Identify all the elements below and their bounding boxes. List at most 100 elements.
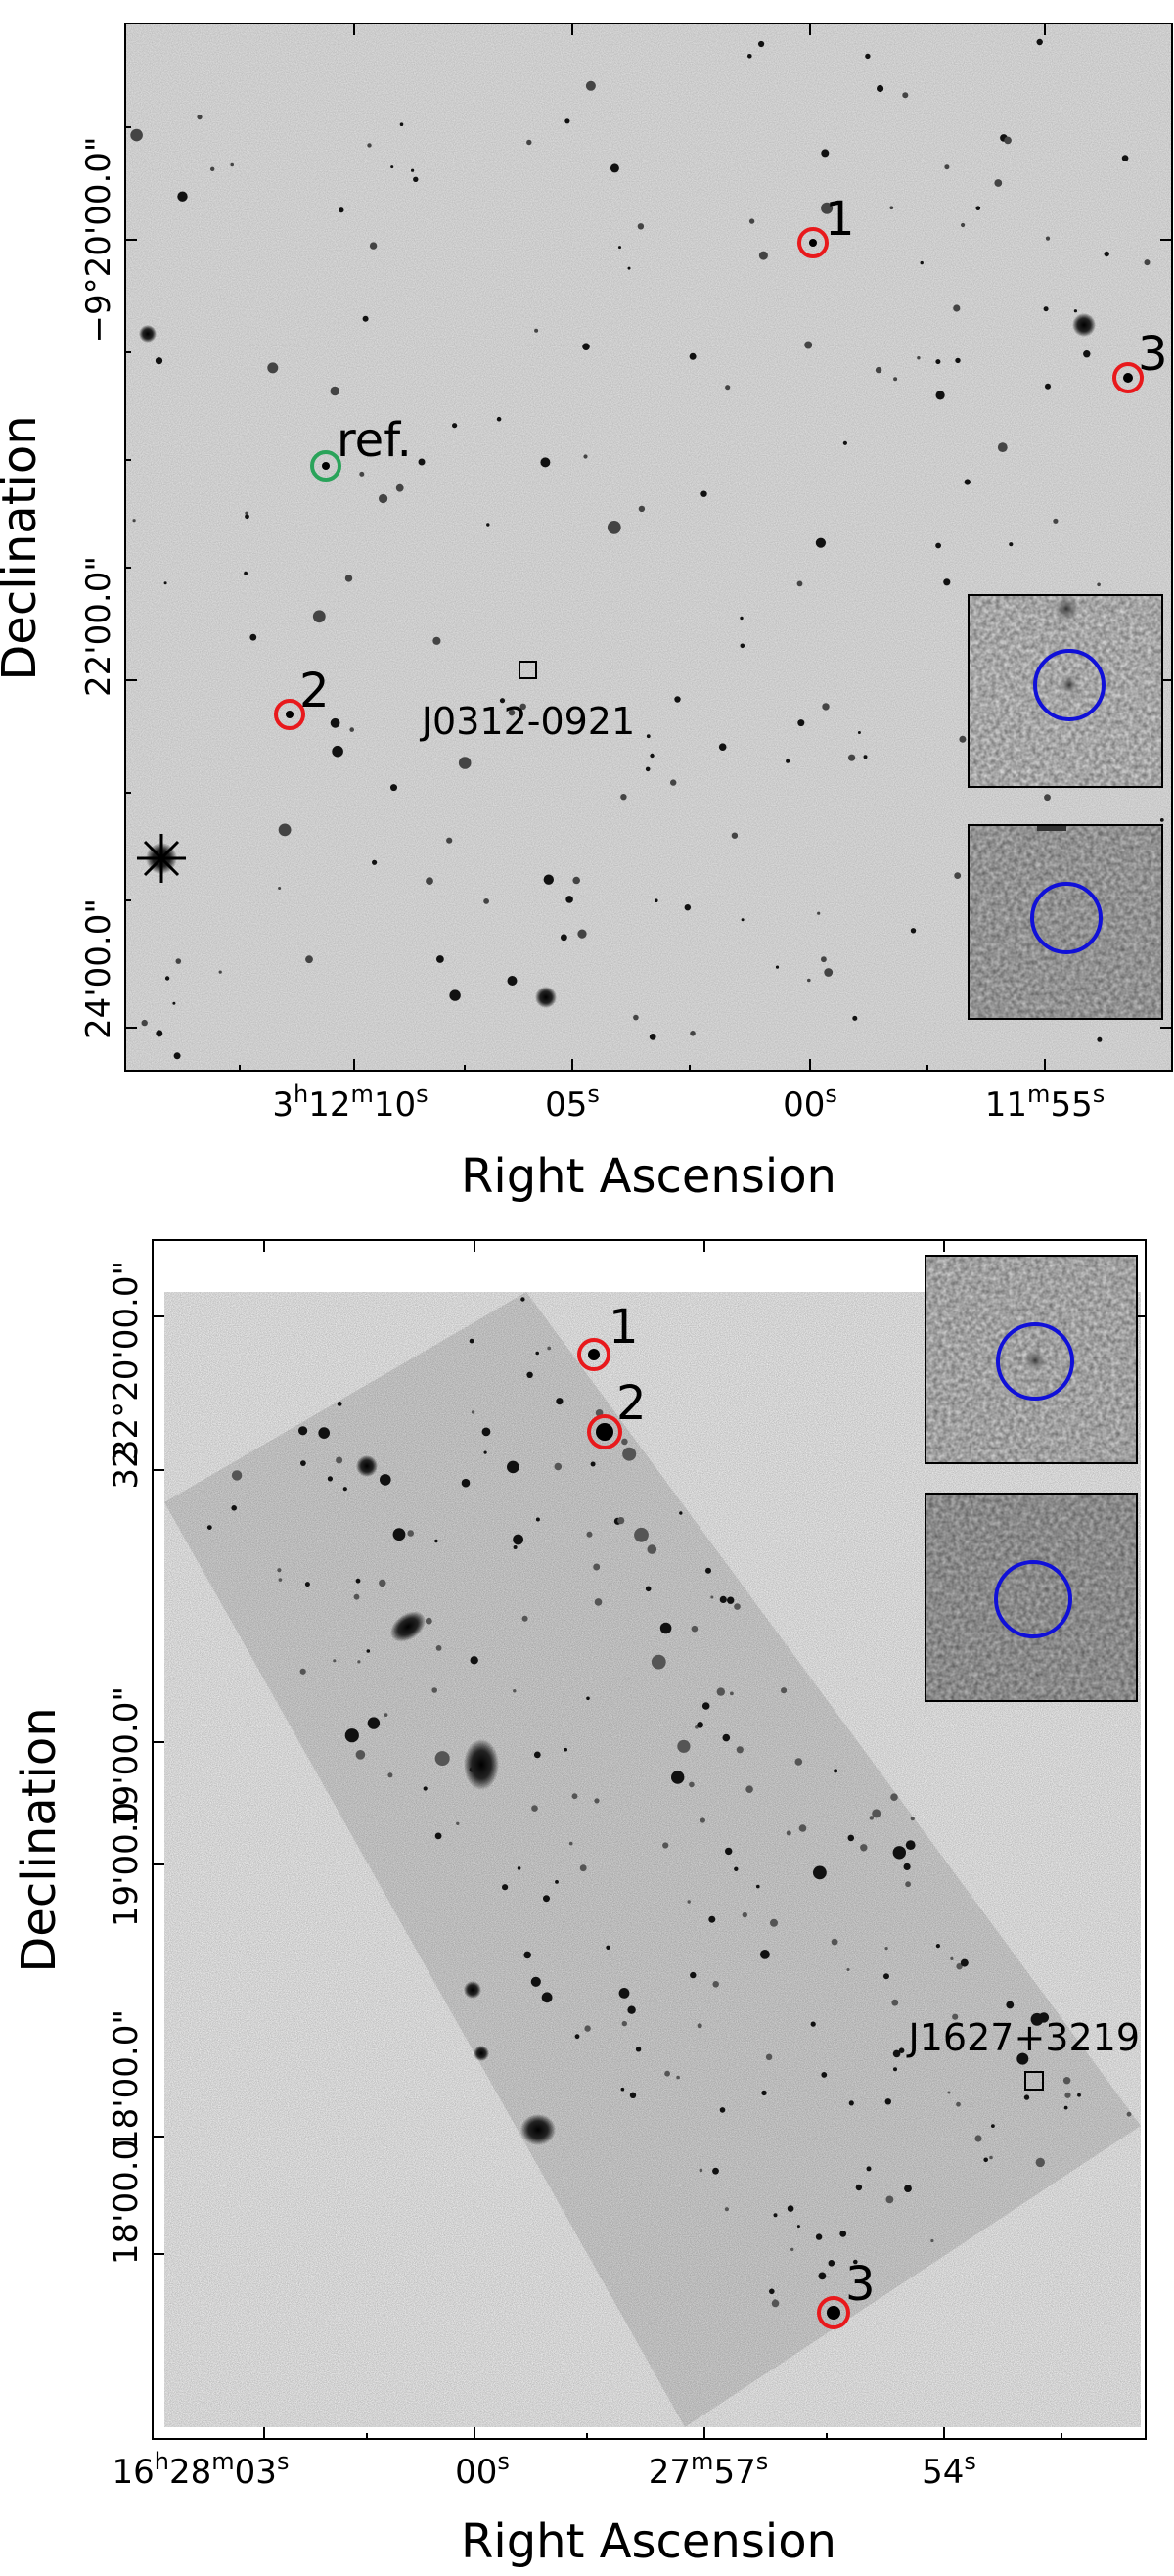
target-box	[519, 661, 537, 679]
field-source	[173, 1052, 181, 1060]
top-dec-tick-label: 22'00.0"	[79, 556, 118, 697]
field-source	[1121, 155, 1129, 161]
field-source	[910, 928, 917, 934]
field-source	[355, 1750, 366, 1760]
bottom-panel: 16h28m03s 00s 27m57s 54s 32°20'00.0" 32 …	[12, 1239, 1147, 2569]
top-ra-tick-label: 00s	[783, 1081, 837, 1125]
field-source	[645, 766, 651, 772]
field-source	[520, 1297, 525, 1302]
field-source	[797, 719, 805, 727]
field-source	[633, 1014, 639, 1021]
bottom-xlabel: Right Ascension	[461, 2514, 836, 2569]
field-source	[852, 1015, 858, 1021]
field-source	[513, 1545, 518, 1549]
field-source	[177, 191, 188, 202]
field-source	[975, 206, 981, 210]
field-source	[156, 1030, 163, 1037]
field-source	[842, 440, 848, 445]
field-source	[434, 1751, 450, 1767]
star	[1072, 313, 1096, 337]
field-source	[390, 784, 397, 792]
field-source	[380, 1474, 391, 1486]
field-source	[357, 1660, 361, 1664]
field-source	[1104, 251, 1109, 257]
field-source	[496, 416, 502, 422]
field-source	[847, 1834, 855, 1842]
field-source	[935, 542, 941, 549]
field-source	[367, 1717, 381, 1729]
field-source	[710, 1595, 714, 1599]
bottom-inset-nondetection	[925, 1493, 1138, 1702]
svg-text:3: 3	[1138, 327, 1168, 382]
field-source	[634, 1527, 649, 1542]
field-source	[930, 2238, 934, 2243]
field-source	[691, 1625, 699, 1633]
field-source	[773, 2299, 777, 2303]
field-source	[758, 40, 765, 48]
star	[356, 1455, 378, 1477]
field-source	[163, 581, 167, 585]
field-source	[620, 794, 627, 801]
field-source	[362, 315, 369, 322]
field-source	[304, 1582, 310, 1587]
field-source	[435, 1645, 442, 1651]
bottom-inset-detection	[925, 1255, 1138, 1464]
field-source	[674, 696, 681, 703]
field-source	[461, 1478, 471, 1488]
field-source	[1097, 1036, 1103, 1042]
svg-text:ref.: ref.	[337, 413, 412, 468]
field-source	[622, 1447, 637, 1461]
field-source	[741, 918, 745, 922]
field-source	[130, 128, 143, 142]
field-source	[359, 471, 365, 477]
field-source	[387, 1772, 393, 1778]
field-source	[769, 2288, 775, 2295]
field-source	[697, 1722, 703, 1728]
field-source	[935, 1944, 941, 1949]
field-source	[333, 1659, 337, 1663]
field-source	[712, 2167, 719, 2175]
field-source	[786, 759, 790, 763]
field-source	[731, 832, 739, 839]
field-source	[395, 483, 404, 492]
star	[474, 2046, 489, 2061]
target-box	[1024, 2071, 1044, 2091]
top-field-sources	[130, 38, 1164, 1060]
bottom-ylabel: Declination	[12, 1707, 67, 1972]
field-source	[155, 357, 163, 365]
field-source	[821, 202, 834, 214]
field-source	[507, 1460, 519, 1474]
field-source	[594, 1798, 600, 1804]
star	[139, 325, 157, 343]
field-source	[336, 1456, 343, 1464]
field-source	[535, 1351, 539, 1356]
field-source	[426, 877, 433, 885]
field-source	[651, 1654, 666, 1670]
top-ra-tick-label: 11m55s	[985, 1081, 1105, 1125]
field-source	[796, 580, 803, 587]
field-source	[585, 80, 596, 91]
reference-marker: ref.	[310, 413, 412, 482]
field-source	[740, 616, 744, 621]
field-source	[458, 757, 472, 769]
field-source	[848, 2100, 854, 2106]
field-source	[446, 837, 453, 844]
field-source	[339, 207, 344, 213]
field-source	[300, 1460, 306, 1466]
field-source	[1035, 2157, 1046, 2168]
field-source	[775, 965, 780, 969]
top-xlabel: Right Ascension	[461, 1149, 836, 1204]
field-source	[586, 1531, 593, 1538]
field-source	[839, 2231, 847, 2237]
field-source	[817, 911, 821, 915]
field-source	[540, 457, 551, 468]
field-source	[989, 2155, 993, 2160]
field-source	[1064, 2092, 1071, 2098]
top-image	[125, 23, 1172, 1071]
field-source	[627, 2005, 636, 2014]
field-source	[953, 304, 961, 312]
field-source	[935, 391, 945, 400]
bottom-field-sources	[206, 1297, 1132, 2308]
field-source	[399, 122, 404, 126]
field-source	[449, 989, 461, 1001]
